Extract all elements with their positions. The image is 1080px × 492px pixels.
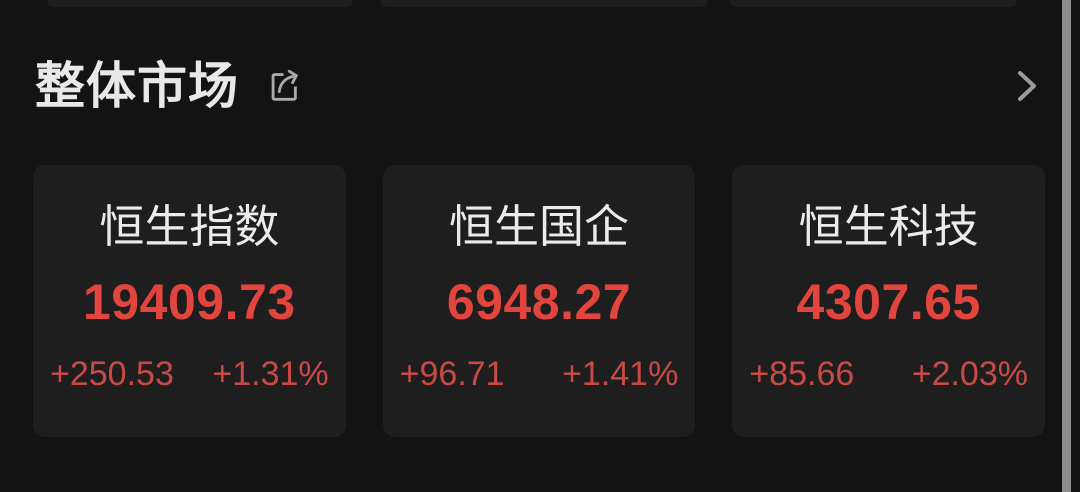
index-name: 恒生国企 (448, 201, 629, 252)
index-change-row: +85.66 +2.03% (732, 355, 1045, 393)
index-name: 恒生指数 (99, 201, 280, 252)
index-change-pct: +1.41% (562, 355, 679, 393)
index-change-row: +96.71 +1.41% (383, 355, 696, 393)
index-card-hang-seng-index[interactable]: 恒生指数 19409.73 +250.53 +1.31% (33, 165, 346, 437)
index-value: 19409.73 (83, 274, 296, 330)
index-value: 4307.65 (796, 274, 981, 330)
index-card-hang-seng-tech[interactable]: 恒生科技 4307.65 +85.66 +2.03% (732, 165, 1045, 437)
previous-row-card-bottom (380, 0, 708, 7)
index-change-pct: +1.31% (212, 355, 329, 393)
section-header: 整体市场 (35, 55, 1040, 117)
share-icon[interactable] (265, 66, 303, 106)
index-name: 恒生科技 (798, 201, 979, 252)
index-change: +85.66 (749, 355, 855, 393)
scrollbar[interactable] (1062, 0, 1071, 492)
section-title: 整体市场 (35, 58, 239, 114)
previous-row-card-bottom (47, 0, 353, 7)
previous-row-card-bottom (729, 0, 1017, 7)
index-card-hang-seng-china-enterprises[interactable]: 恒生国企 6948.27 +96.71 +1.41% (382, 165, 696, 437)
index-card-grid: 恒生指数 19409.73 +250.53 +1.31% 恒生国企 6948.2… (33, 165, 1045, 437)
index-change-pct: +2.03% (911, 355, 1028, 393)
index-change-row: +250.53 +1.31% (33, 355, 346, 393)
chevron-right-icon[interactable] (1014, 69, 1040, 103)
index-change: +250.53 (50, 355, 174, 393)
index-value: 6948.27 (446, 274, 632, 330)
index-change: +96.71 (399, 355, 505, 393)
